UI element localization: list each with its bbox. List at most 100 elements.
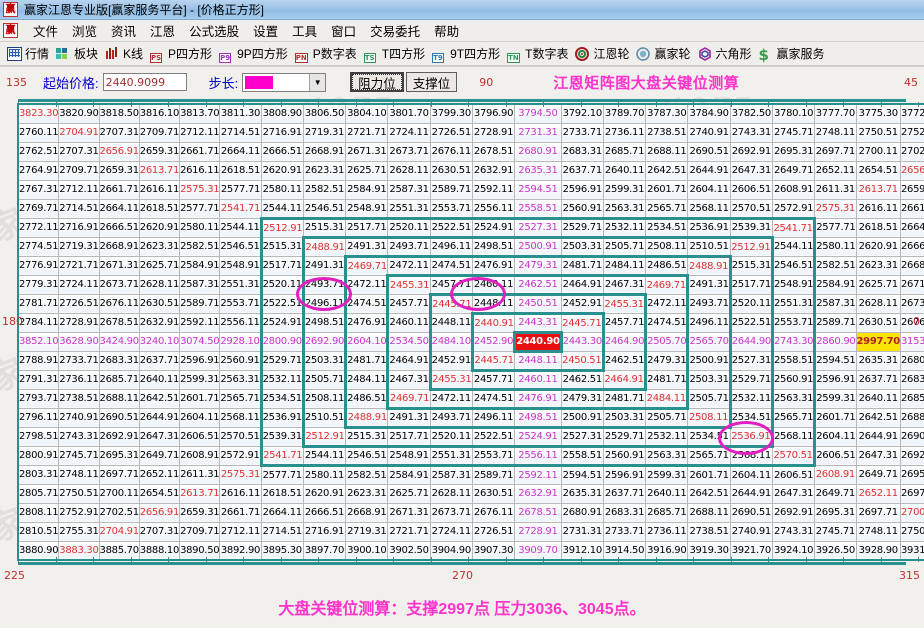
- matrix-cell[interactable]: 3892.90: [219, 540, 262, 561]
- matrix-cell[interactable]: 2515.31: [302, 216, 347, 238]
- matrix-cell[interactable]: 2493.71: [387, 235, 431, 257]
- matrix-cell[interactable]: 2448.11: [514, 350, 562, 372]
- matrix-cell[interactable]: 2527.31: [560, 426, 604, 448]
- matrix-cell[interactable]: 2510.51: [687, 235, 731, 257]
- matrix-cell[interactable]: 2503.31: [301, 350, 347, 371]
- matrix-cell[interactable]: 2481.71: [602, 388, 647, 410]
- matrix-cell[interactable]: 2743.31: [771, 521, 816, 542]
- matrix-cell[interactable]: 2484.10: [428, 331, 473, 352]
- matrix-cell[interactable]: 2620.91: [260, 160, 304, 181]
- toolbar-button-quotes[interactable]: 行情: [5, 44, 54, 63]
- matrix-cell[interactable]: 3818.50: [98, 103, 140, 124]
- matrix-cell[interactable]: 2491.31: [301, 255, 347, 276]
- matrix-cell[interactable]: 2517.71: [729, 274, 774, 295]
- matrix-cell[interactable]: 2493.71: [429, 407, 473, 429]
- matrix-cell[interactable]: 2726.51: [58, 293, 100, 314]
- matrix-cell[interactable]: 2498.51: [301, 312, 347, 333]
- matrix-cell[interactable]: 2474.51: [429, 254, 473, 276]
- matrix-cell[interactable]: 2762.51: [17, 141, 60, 162]
- matrix-cell[interactable]: 2544.11: [771, 236, 817, 257]
- toolbar-button-gann-wheel[interactable]: 江恩轮: [573, 44, 634, 63]
- matrix-cell[interactable]: 2697.71: [98, 464, 140, 485]
- matrix-cell[interactable]: 2695.31: [771, 141, 816, 162]
- matrix-cell[interactable]: 2695.31: [814, 502, 857, 523]
- support-button[interactable]: 支撑位: [405, 72, 458, 92]
- matrix-cell[interactable]: 2750.51: [899, 521, 924, 542]
- matrix-cell[interactable]: 3811.30: [219, 103, 262, 124]
- matrix-cell[interactable]: 2659.31: [138, 141, 181, 162]
- matrix-cell[interactable]: 2532.11: [645, 426, 689, 448]
- matrix-cell[interactable]: 3902.50: [387, 540, 431, 561]
- matrix-cell[interactable]: 3808.90: [260, 103, 304, 124]
- matrix-cell[interactable]: 2733.71: [58, 350, 100, 371]
- matrix-cell[interactable]: 2515.31: [729, 255, 774, 276]
- matrix-cell[interactable]: 2587.31: [387, 179, 431, 200]
- matrix-cell[interactable]: 2505.71: [645, 407, 689, 429]
- matrix-cell[interactable]: 2529.71: [602, 426, 647, 448]
- matrix-cell[interactable]: 3782.50: [729, 103, 773, 124]
- matrix-cell[interactable]: 2476.91: [471, 254, 516, 276]
- matrix-cell[interactable]: 2743.31: [58, 426, 100, 447]
- matrix-cell[interactable]: 2544.11: [302, 445, 347, 467]
- matrix-cell[interactable]: 2671.31: [899, 274, 924, 295]
- matrix-cell[interactable]: 2668.91: [345, 502, 389, 523]
- matrix-cell[interactable]: 2553.71: [219, 293, 262, 314]
- toolbar-button-winner-service[interactable]: $ 赢家服务: [757, 44, 830, 63]
- matrix-cell[interactable]: 2618.51: [855, 217, 901, 238]
- matrix-cell[interactable]: 2716.91: [58, 217, 100, 238]
- matrix-cell[interactable]: 2558.51: [771, 350, 817, 371]
- matrix-cell[interactable]: 2798.51: [17, 426, 60, 447]
- matrix-cell[interactable]: 2769.71: [17, 198, 60, 219]
- matrix-cell[interactable]: 2803.31: [17, 464, 60, 485]
- matrix-cell[interactable]: 2546.51: [219, 236, 262, 257]
- matrix-cell[interactable]: 2592.11: [179, 312, 221, 333]
- matrix-cell[interactable]: 2570.51: [771, 445, 817, 467]
- matrix-cell[interactable]: 2700.11: [855, 141, 901, 162]
- matrix-cell[interactable]: 2467.31: [602, 273, 647, 295]
- matrix-cell[interactable]: 2625.71: [345, 160, 389, 181]
- matrix-cell[interactable]: 2517.71: [387, 426, 431, 448]
- matrix-cell[interactable]: 2616.11: [219, 483, 262, 504]
- matrix-cell[interactable]: 2500.91: [687, 350, 732, 371]
- matrix-cell[interactable]: 2472.11: [645, 293, 690, 314]
- matrix-cell[interactable]: 2613.71: [855, 179, 901, 200]
- matrix-cell[interactable]: 2704.91: [98, 521, 140, 542]
- matrix-cell[interactable]: 2683.31: [98, 350, 140, 371]
- matrix-cell[interactable]: 2697.71: [899, 483, 924, 504]
- matrix-cell[interactable]: 3806.50: [302, 103, 347, 124]
- matrix-cell[interactable]: 3796.90: [471, 103, 516, 124]
- matrix-cell[interactable]: 2491.31: [345, 235, 389, 257]
- matrix-cell[interactable]: 2774.51: [17, 236, 60, 257]
- matrix-cell[interactable]: 2440.91: [470, 311, 516, 333]
- matrix-cell[interactable]: 2534.50: [386, 331, 431, 352]
- matrix-cell[interactable]: 2568.11: [687, 198, 731, 219]
- matrix-cell[interactable]: 2637.71: [855, 369, 901, 390]
- matrix-cell[interactable]: 2707.31: [138, 521, 181, 542]
- matrix-cell[interactable]: 2760.11: [17, 122, 60, 143]
- matrix-cell[interactable]: 2505.71: [687, 388, 732, 409]
- matrix-cell[interactable]: 2630.51: [471, 483, 516, 504]
- matrix-cell[interactable]: 2565.71: [219, 388, 262, 409]
- matrix-cell[interactable]: 2666.51: [260, 141, 304, 162]
- matrix-cell[interactable]: 2589.71: [179, 293, 221, 314]
- matrix-cell[interactable]: 2484.11: [602, 254, 647, 276]
- matrix-cell[interactable]: 2462.51: [514, 273, 562, 295]
- matrix-cell[interactable]: 2731.31: [560, 521, 604, 542]
- matrix-cell[interactable]: 2726.51: [471, 521, 516, 542]
- matrix-cell[interactable]: 2649.71: [138, 445, 181, 466]
- matrix-cell[interactable]: 2613.71: [179, 483, 221, 504]
- matrix-cell[interactable]: 2695.31: [899, 464, 924, 485]
- matrix-cell[interactable]: 2697.71: [814, 141, 857, 162]
- matrix-cell[interactable]: 2709.71: [179, 521, 221, 542]
- matrix-cell[interactable]: 2716.91: [260, 122, 304, 143]
- matrix-cell[interactable]: 2685.71: [98, 369, 140, 390]
- matrix-cell[interactable]: 2460.11: [514, 369, 562, 391]
- matrix-cell[interactable]: 2452.90: [470, 331, 516, 352]
- matrix-cell[interactable]: 3820.90: [58, 103, 100, 124]
- menu-item-file[interactable]: 文件: [33, 25, 59, 39]
- matrix-cell[interactable]: 3792.10: [560, 103, 604, 124]
- matrix-cell[interactable]: 2445.71: [428, 292, 473, 314]
- matrix-cell[interactable]: 2563.31: [602, 198, 647, 219]
- matrix-cell[interactable]: 2628.11: [138, 274, 181, 295]
- matrix-cell[interactable]: 2496.11: [429, 235, 473, 257]
